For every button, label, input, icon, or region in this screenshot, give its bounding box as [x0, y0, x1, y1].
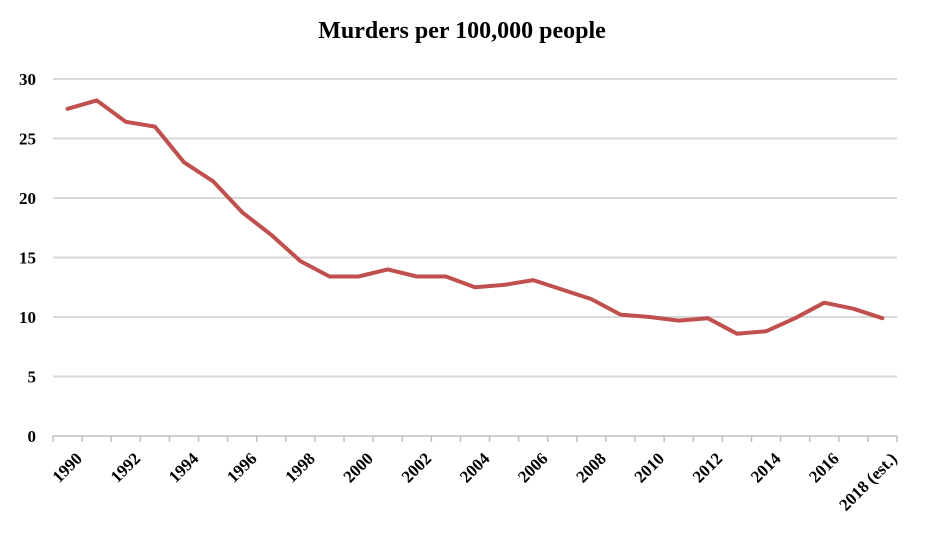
- y-tick-label: 25: [19, 130, 36, 149]
- y-tick-label: 15: [19, 249, 36, 268]
- series-line: [65, 98, 885, 336]
- x-tick-label: 2014: [747, 449, 785, 487]
- grid-lines: [53, 78, 897, 378]
- x-tick-label: 2016: [805, 449, 842, 486]
- x-tick-label: 2004: [456, 449, 494, 487]
- chart-title: Murders per 100,000 people: [318, 18, 606, 44]
- x-tick-label: 1992: [107, 449, 144, 486]
- series-group: [65, 98, 885, 336]
- x-tick-label: 2000: [340, 449, 377, 486]
- x-tick-label: 2010: [631, 449, 668, 486]
- y-tick-label: 5: [28, 368, 37, 387]
- y-tick-label: 30: [19, 70, 36, 89]
- x-tick-label: 1998: [281, 449, 318, 486]
- x-tick-label: 1994: [165, 449, 203, 487]
- y-tick-label: 20: [19, 189, 36, 208]
- x-tick-label: 2018 (est.): [835, 449, 901, 515]
- x-tick-label: 2006: [514, 449, 551, 486]
- x-tick-label: 1996: [223, 449, 260, 486]
- x-axis: 1990 1992 1994 1996 1998 2000 2002 2004 2006 2008…: [49, 435, 901, 515]
- y-tick-label: 10: [19, 308, 36, 327]
- x-tick-label: 1990: [49, 449, 86, 486]
- y-tick-label: 0: [28, 427, 37, 446]
- x-tick-label: 2002: [398, 449, 435, 486]
- x-tick-label: 2012: [689, 449, 726, 486]
- x-tick-label: 2008: [572, 449, 609, 486]
- y-axis-ticks: 0 5 10 15 20 25 30: [19, 70, 36, 446]
